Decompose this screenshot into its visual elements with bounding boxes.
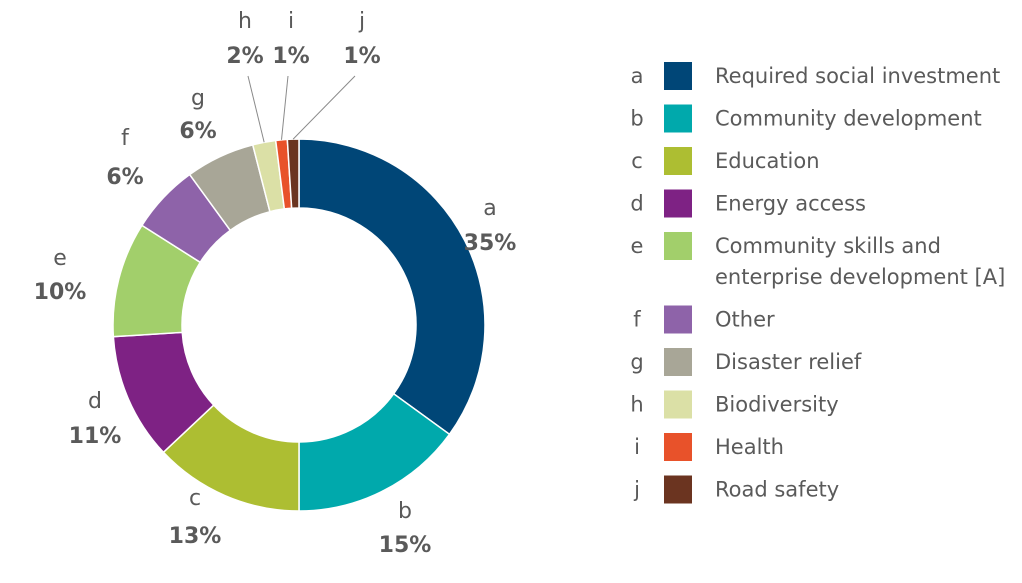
legend-key-h: h xyxy=(630,393,643,417)
legend-label-f: Other xyxy=(715,308,775,332)
legend-key-i: i xyxy=(634,435,640,459)
legend-label-b: Community development xyxy=(715,107,982,131)
slice-pct-i: 1% xyxy=(272,44,309,69)
slice-j xyxy=(286,138,300,210)
legend-swatch-d xyxy=(664,189,692,218)
legend-swatch-a xyxy=(664,62,692,90)
legend-item-e: e Community skills and enterprise developm… xyxy=(631,232,1005,289)
slice-key-b: b xyxy=(398,499,412,524)
legend-key-c: c xyxy=(631,149,643,173)
legend-item-g: g Disaster relief xyxy=(630,348,862,376)
legend-label-h: Biodiversity xyxy=(715,393,839,417)
slice-pct-g: 6% xyxy=(179,119,216,144)
legend-label-j: Road safety xyxy=(715,478,839,502)
slice-key-a: a xyxy=(483,196,496,221)
slice-labels: a 35% b 15% c 13% d 11% e 10% f 6% g 6% h 2% i 1% j 1% xyxy=(34,9,517,558)
slice-pct-c: 13% xyxy=(169,524,222,549)
slice-pct-a: 35% xyxy=(464,231,517,256)
slice-pct-e: 10% xyxy=(34,280,87,305)
slice-pct-d: 11% xyxy=(69,424,122,449)
leader-lines xyxy=(247,75,356,143)
legend-key-j: j xyxy=(633,478,640,502)
legend-key-b: b xyxy=(630,107,643,131)
slice-pct-f: 6% xyxy=(106,165,143,190)
slice-key-e: e xyxy=(53,246,67,271)
leader-line-h xyxy=(247,75,265,143)
legend-key-a: a xyxy=(631,64,644,88)
slice-a xyxy=(298,138,486,436)
slice-pct-h: 2% xyxy=(226,44,263,69)
legend-swatch-e xyxy=(664,232,692,260)
slice-pct-b: 15% xyxy=(379,533,432,558)
legend-swatch-i xyxy=(664,433,692,461)
legend: a Required social investment b Community de… xyxy=(630,62,1005,504)
legend-swatch-c xyxy=(664,147,692,175)
legend-item-h: h Biodiversity xyxy=(630,390,839,419)
legend-key-f: f xyxy=(633,308,641,332)
legend-key-e: e xyxy=(631,234,644,258)
legend-swatch-f xyxy=(664,305,692,334)
legend-item-f: f Other xyxy=(633,305,775,334)
legend-item-d: d Energy access xyxy=(630,189,866,218)
legend-swatch-j xyxy=(664,475,692,504)
legend-key-g: g xyxy=(630,350,643,374)
slice-pct-j: 1% xyxy=(343,44,380,69)
slice-key-f: f xyxy=(121,126,130,151)
legend-label-c: Education xyxy=(715,149,820,173)
slice-key-i: i xyxy=(288,9,294,34)
slice-key-h: h xyxy=(238,9,252,34)
donut-slices xyxy=(112,138,486,512)
legend-swatch-g xyxy=(664,348,692,376)
leader-line-j xyxy=(292,75,356,140)
slice-key-g: g xyxy=(191,86,205,111)
legend-item-b: b Community development xyxy=(630,104,982,133)
legend-key-d: d xyxy=(630,192,643,216)
legend-item-c: c Education xyxy=(631,147,820,175)
legend-item-j: j Road safety xyxy=(633,475,839,504)
slice-key-j: j xyxy=(358,9,365,34)
leader-line-i xyxy=(280,75,289,140)
legend-label-d: Energy access xyxy=(715,192,866,216)
legend-item-i: i Health xyxy=(634,433,784,461)
slice-key-d: d xyxy=(88,389,102,414)
slice-key-c: c xyxy=(189,486,201,511)
legend-label-i: Health xyxy=(715,435,784,459)
legend-item-a: a Required social investment xyxy=(631,62,1000,90)
legend-swatch-h xyxy=(664,390,692,419)
legend-label-e: Community skills and enterprise developme… xyxy=(715,234,1005,289)
legend-label-a: Required social investment xyxy=(715,64,1000,88)
legend-label-g: Disaster relief xyxy=(715,350,862,374)
legend-swatch-b xyxy=(664,104,692,133)
